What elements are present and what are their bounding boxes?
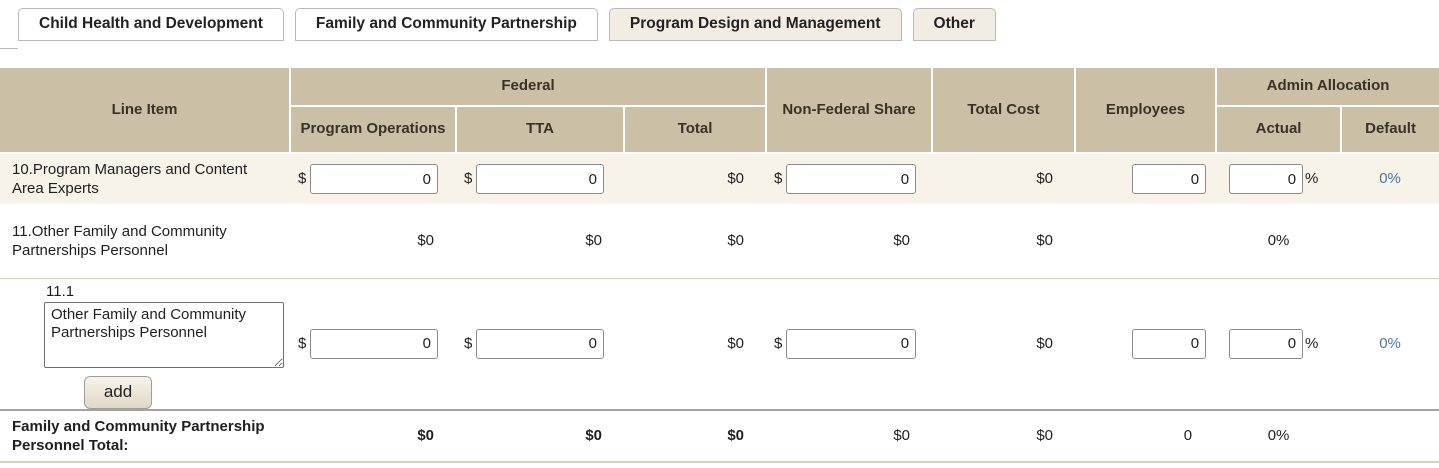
row-10-default-admin-link[interactable]: 0% xyxy=(1379,170,1401,188)
tab-child-health-and-development[interactable]: Child Health and Development xyxy=(18,8,284,41)
row-11-1-sub-item: 11.1 Other Family and Community Partners… xyxy=(0,278,1439,410)
row-10-label: 10.Program Managers and Content Area Exp… xyxy=(0,153,290,204)
header-admin-default: Default xyxy=(1341,106,1439,154)
tab-bar: Child Health and Development Family and … xyxy=(0,8,1439,41)
tab-other[interactable]: Other xyxy=(912,8,996,41)
row-10-employees-input[interactable] xyxy=(1132,164,1207,194)
dollar-sign: $ xyxy=(774,170,783,188)
header-federal-total: Total xyxy=(624,106,768,154)
total-actual-admin: 0% xyxy=(1216,408,1342,463)
dollar-sign: $ xyxy=(774,335,783,353)
dollar-sign: $ xyxy=(298,170,307,188)
row-11-1-federal-total: $0 xyxy=(727,335,745,353)
row-11-1-actual-admin-input[interactable] xyxy=(1229,328,1304,359)
row-11-non-federal: $0 xyxy=(766,204,933,279)
percent-sign: % xyxy=(1305,335,1319,353)
row-11-total-cost: $0 xyxy=(932,204,1076,279)
row-10-actual-admin-input[interactable] xyxy=(1229,164,1304,194)
header-admin-allocation-group: Admin Allocation xyxy=(1216,68,1439,107)
row-11-other-personnel: 11.Other Family and Community Partnershi… xyxy=(0,204,1439,279)
header-federal-group: Federal xyxy=(290,68,768,107)
total-total-cost: $0 xyxy=(932,408,1076,463)
row-10-non-federal-input[interactable] xyxy=(786,164,917,194)
total-tta: $0 xyxy=(456,408,624,463)
row-10-program-managers: 10.Program Managers and Content Area Exp… xyxy=(0,153,1439,204)
total-employees: 0 xyxy=(1075,408,1217,463)
row-11-tta: $0 xyxy=(456,204,624,279)
row-11-1-number: 11.1 xyxy=(46,282,75,300)
row-11-actual-admin: 0% xyxy=(1216,204,1342,279)
dollar-sign: $ xyxy=(464,335,473,353)
total-non-federal: $0 xyxy=(766,408,933,463)
total-federal-total: $0 xyxy=(624,408,767,463)
row-11-1-description-textarea[interactable]: Other Family and Community Partnerships … xyxy=(44,301,284,368)
row-11-program-operations: $0 xyxy=(290,204,456,279)
header-line-item: Line Item xyxy=(0,68,291,154)
percent-sign: % xyxy=(1305,170,1319,188)
row-10-federal-total: $0 xyxy=(624,153,767,204)
row-11-federal-total: $0 xyxy=(624,204,767,279)
row-11-1-employees-input[interactable] xyxy=(1132,328,1207,359)
row-11-1-non-federal-input[interactable] xyxy=(786,328,917,359)
header-admin-actual: Actual xyxy=(1216,106,1343,154)
header-non-federal-share: Non-Federal Share xyxy=(766,68,934,154)
row-11-label: 11.Other Family and Community Partnershi… xyxy=(0,204,290,279)
row-11-1-default-admin-link[interactable]: 0% xyxy=(1379,335,1401,353)
tabbar-baseline xyxy=(0,48,18,49)
row-10-program-operations-input[interactable] xyxy=(310,164,438,194)
header-program-operations: Program Operations xyxy=(290,106,457,154)
dollar-sign: $ xyxy=(298,335,307,353)
budget-table: Line Item Federal Non-Federal Share Tota… xyxy=(0,68,1439,463)
row-10-tta-input[interactable] xyxy=(476,164,604,194)
dollar-sign: $ xyxy=(464,170,473,188)
header-employees: Employees xyxy=(1075,68,1218,154)
total-program-operations: $0 xyxy=(290,408,456,463)
personnel-total-row: Family and Community Partnership Personn… xyxy=(0,408,1439,463)
row-11-1-total-cost: $0 xyxy=(1036,335,1054,353)
tab-program-design-and-management[interactable]: Program Design and Management xyxy=(608,8,902,41)
tab-family-and-community-partnership[interactable]: Family and Community Partnership xyxy=(294,8,598,41)
header-tta: TTA xyxy=(456,106,625,154)
row-10-total-cost: $0 xyxy=(932,153,1076,204)
add-button[interactable]: add xyxy=(84,375,152,409)
row-11-1-program-operations-input[interactable] xyxy=(310,328,438,359)
row-11-1-tta-input[interactable] xyxy=(476,328,604,359)
header-total-cost: Total Cost xyxy=(932,68,1077,154)
personnel-total-label: Family and Community Partnership Personn… xyxy=(0,408,290,463)
